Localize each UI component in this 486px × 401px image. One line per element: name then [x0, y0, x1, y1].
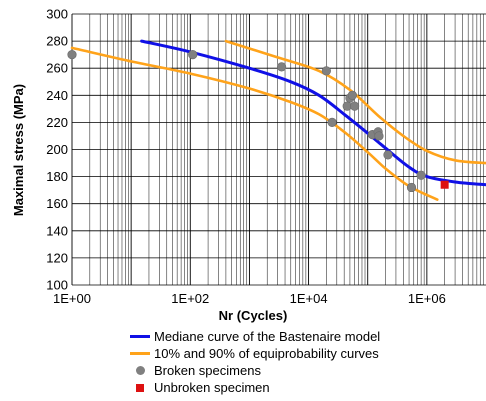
broken-marker	[374, 131, 384, 141]
x-tick-label: 1E+04	[290, 291, 328, 306]
y-tick-label: 120	[46, 250, 68, 265]
y-tick-labels: 100 120 140 160 180 200 220 240 260 280 300	[46, 7, 68, 293]
broken-marker	[383, 150, 393, 160]
broken-marker	[347, 90, 357, 100]
markers	[67, 50, 449, 193]
y-tick-label: 100	[46, 278, 68, 293]
legend: Mediane curve of the Bastenaire model 10…	[130, 328, 380, 396]
legend-item-equiprobability: 10% and 90% of equiprobability curves	[130, 345, 380, 362]
legend-swatch-unbroken	[136, 383, 144, 392]
legend-label-unbroken: Unbroken specimen	[154, 380, 270, 395]
broken-marker	[188, 50, 198, 60]
series-line-1	[70, 46, 439, 201]
y-tick-label: 200	[46, 142, 68, 157]
broken-marker	[321, 66, 331, 76]
y-tick-label: 280	[46, 34, 68, 49]
unbroken-marker	[440, 180, 449, 189]
legend-swatch-median	[130, 335, 150, 338]
series-line-0	[140, 39, 486, 187]
y-tick-label: 160	[46, 196, 68, 211]
x-tick-label: 1E+00	[53, 291, 91, 306]
broken-marker	[416, 170, 426, 180]
x-tick-labels: 1E+00 1E+02 1E+04 1E+06	[53, 291, 446, 306]
x-axis-title: Nr (Cycles)	[219, 308, 288, 323]
legend-label-median: Mediane curve of the Bastenaire model	[154, 329, 381, 344]
broken-marker	[327, 117, 337, 127]
y-axis-title: Maximal stress (MPa)	[11, 84, 26, 216]
broken-marker	[349, 101, 360, 111]
legend-item-median: Mediane curve of the Bastenaire model	[130, 328, 380, 345]
broken-marker	[406, 182, 417, 193]
y-tick-label: 300	[46, 7, 68, 22]
series-lines	[70, 39, 486, 201]
legend-item-unbroken: Unbroken specimen	[130, 379, 380, 396]
x-tick-label: 1E+02	[171, 291, 209, 306]
legend-label-equiprobability: 10% and 90% of equiprobability curves	[154, 346, 379, 361]
broken-marker	[277, 62, 287, 72]
x-tick-label: 1E+06	[408, 291, 446, 306]
y-tick-label: 260	[46, 61, 68, 76]
series-line-2	[224, 39, 486, 165]
y-tick-label: 240	[46, 88, 68, 103]
y-tick-label: 140	[46, 223, 68, 238]
legend-label-broken: Broken specimens	[154, 363, 261, 378]
y-tick-label: 180	[46, 169, 68, 184]
broken-marker	[67, 50, 77, 60]
legend-swatch-broken	[136, 366, 145, 375]
y-tick-label: 220	[46, 115, 68, 130]
legend-item-broken: Broken specimens	[130, 362, 380, 379]
legend-swatch-equiprobability	[130, 352, 150, 355]
